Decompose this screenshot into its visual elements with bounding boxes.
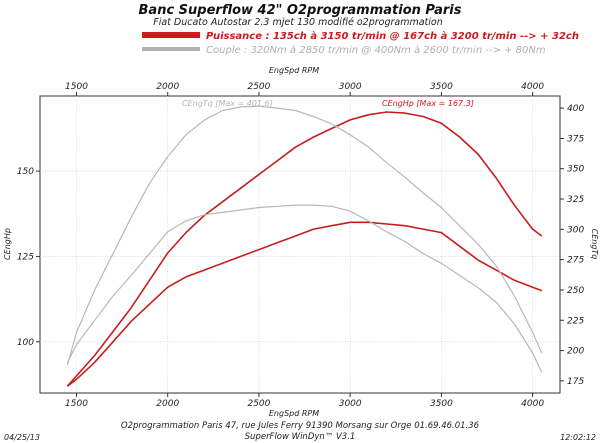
grid (40, 96, 560, 393)
y-axis-label-left: CEngHp (3, 228, 12, 260)
legend-torque-text: Couple : 320Nm à 2850 tr/min @ 400Nm à 2… (206, 44, 546, 56)
y-right-tick-label: 325 (567, 195, 584, 205)
x-tick-label-bottom: 3500 (430, 399, 453, 409)
y-right-tick-label: 250 (567, 286, 584, 296)
legend-swatch-power (142, 32, 200, 38)
series-hp-stock (66, 221, 543, 387)
x-tick-label-top: 4000 (521, 82, 544, 92)
series-hp-modified (66, 111, 543, 387)
y-right-tick-label: 275 (567, 256, 584, 266)
y-left-tick-label: 150 (17, 167, 34, 177)
x-axis-label-bottom: EngSpd RPM (269, 409, 319, 418)
y-left-tick-label: 125 (17, 252, 34, 262)
x-tick-label-top: 2000 (156, 82, 179, 92)
annotation-max-torque: CEngTq [Max = 401.6] (182, 99, 273, 108)
x-axis-label-top: EngSpd RPM (269, 66, 319, 75)
legend-swatch-torque (142, 47, 200, 51)
legend-power-text: Puissance : 135ch à 3150 tr/min @ 167ch … (206, 30, 579, 42)
y-right-tick-label: 200 (567, 347, 584, 357)
x-tick-label-bottom: 3000 (339, 399, 362, 409)
x-tick-label-top: 1500 (65, 82, 88, 92)
x-tick-label-top: 3000 (339, 82, 362, 92)
y-right-tick-label: 350 (567, 165, 584, 175)
legend: Puissance : 135ch à 3150 tr/min @ 167ch … (142, 30, 579, 56)
y-right-tick-label: 175 (567, 377, 584, 387)
y-right-tick-label: 400 (567, 104, 584, 114)
footer-date: 04/25/13 (4, 433, 40, 442)
series-torque-stock (66, 204, 543, 373)
y-right-tick-label: 225 (567, 316, 584, 326)
footer-time: 12:02:12 (560, 433, 596, 442)
footer-address: O2programmation Paris 47, rue Jules Ferr… (121, 421, 480, 431)
x-tick-label-bottom: 2500 (247, 399, 270, 409)
x-tick-label-top: 2500 (247, 82, 270, 92)
y-axis-label-right: CEngTq (590, 229, 599, 260)
axis-ticks: 1500 1500 2000 2000 2500 2500 3000 3000 3500 3500… (17, 82, 585, 409)
chart-title: Banc Superflow 42" O2programmation Paris (139, 3, 462, 18)
chart-subtitle: Fiat Ducato Autostar 2.3 mjet 130 modifi… (153, 17, 442, 28)
series-layer (66, 105, 543, 387)
x-tick-label-bottom: 2000 (156, 399, 179, 409)
y-right-tick-label: 375 (567, 134, 584, 144)
x-tick-label-bottom: 1500 (65, 399, 88, 409)
y-left-tick-label: 100 (17, 338, 34, 348)
y-right-tick-label: 300 (567, 225, 584, 235)
series-torque-modified (66, 105, 543, 366)
plot-area: 1500 1500 2000 2000 2500 2500 3000 3000 3500 3500… (17, 82, 585, 409)
footer-software: SuperFlow WinDyn™ V3.1 (245, 432, 356, 442)
x-tick-label-top: 3500 (430, 82, 453, 92)
annotation-max-hp: CEngHp [Max = 167.3] (382, 99, 474, 108)
x-tick-label-bottom: 4000 (521, 399, 544, 409)
